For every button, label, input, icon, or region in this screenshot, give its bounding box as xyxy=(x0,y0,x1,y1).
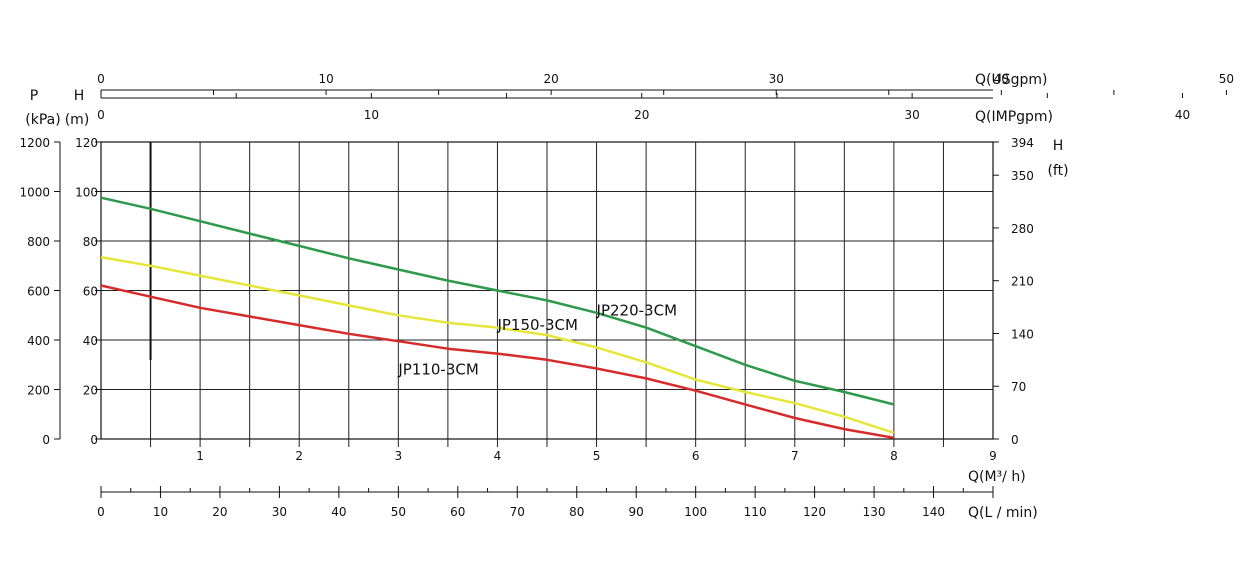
p-kpa-tick-label: 800 xyxy=(27,235,50,249)
q-usgpm-tick-label: 20 xyxy=(544,72,559,86)
q-lmin-tick-label: 40 xyxy=(331,505,346,519)
right-h-label: H xyxy=(1053,138,1064,154)
q-m3h-tick-label: 7 xyxy=(791,449,799,463)
p-kpa-tick-label: 1200 xyxy=(19,136,50,150)
p-kpa-tick-label: 400 xyxy=(27,334,50,348)
h-ft-tick-label: 0 xyxy=(1011,433,1019,447)
q-impgpm-tick-label: 10 xyxy=(364,108,379,122)
q-m3h-tick-label: 2 xyxy=(295,449,303,463)
q-impgpm-tick-label: 20 xyxy=(634,108,649,122)
axis-titles: P (kPa) H (m) H (ft) Q(USgpm) Q(IMPgpm) … xyxy=(25,72,1068,521)
labels: JP220-3CM JP150-3CM JP110-3CM xyxy=(397,301,677,378)
p-kpa-tick-label: 200 xyxy=(27,384,50,398)
h-ft-tick-label: 210 xyxy=(1011,275,1034,289)
q-lmin-tick-label: 70 xyxy=(510,505,525,519)
q-lmin-tick-label: 140 xyxy=(922,505,945,519)
q-usgpm-tick-label: 30 xyxy=(769,72,784,86)
left-h-label: H xyxy=(74,88,85,104)
h-m-tick-label: 40 xyxy=(83,334,98,348)
p-kpa-tick-label: 600 xyxy=(27,285,50,299)
series-line xyxy=(100,196,895,406)
q-m3h-tick-label: 6 xyxy=(692,449,700,463)
h-ft-tick-label: 350 xyxy=(1011,169,1034,183)
q-lmin-tick-label: 130 xyxy=(863,505,886,519)
h-m-tick-label: 100 xyxy=(75,186,98,200)
bottom-lmin-label: Q(L / min) xyxy=(968,505,1038,521)
h-ft-tick-label: 394 xyxy=(1011,136,1034,150)
h-m-tick-label: 80 xyxy=(83,235,98,249)
axes: 0204060801001200200400600800100012000701… xyxy=(19,72,1234,519)
series-label: JP220-3CM xyxy=(596,301,677,319)
p-kpa-tick-label: 1000 xyxy=(19,186,50,200)
top-usgpm-label: Q(USgpm) xyxy=(975,72,1048,88)
grid xyxy=(100,141,994,447)
q-usgpm-tick-label: 40 xyxy=(994,72,1009,86)
q-impgpm-tick-label: 40 xyxy=(1175,108,1190,122)
q-lmin-tick-label: 110 xyxy=(744,505,767,519)
h-ft-tick-label: 280 xyxy=(1011,222,1034,236)
q-impgpm-tick-label: 0 xyxy=(97,108,105,122)
q-usgpm-tick-label: 10 xyxy=(318,72,333,86)
q-lmin-tick-label: 90 xyxy=(629,505,644,519)
left-p-label: P xyxy=(30,88,38,104)
h-ft-tick-label: 140 xyxy=(1011,327,1034,341)
bottom-m3h-label: Q(M³/ h) xyxy=(968,469,1026,485)
q-lmin-tick-label: 50 xyxy=(391,505,406,519)
left-h-unit: (m) xyxy=(65,112,90,128)
p-kpa-tick-label: 0 xyxy=(42,433,50,447)
h-m-tick-label: 0 xyxy=(90,433,98,447)
series-label: JP110-3CM xyxy=(397,361,478,379)
q-lmin-tick-label: 120 xyxy=(803,505,826,519)
q-usgpm-tick-label: 50 xyxy=(1219,72,1234,86)
series-curves xyxy=(100,196,895,440)
top-impgpm-label: Q(IMPgpm) xyxy=(975,109,1053,125)
right-h-unit: (ft) xyxy=(1047,163,1068,179)
h-m-tick-label: 60 xyxy=(83,285,98,299)
q-lmin-tick-label: 80 xyxy=(569,505,584,519)
series-line xyxy=(100,255,895,434)
q-m3h-tick-label: 1 xyxy=(196,449,204,463)
q-impgpm-tick-label: 30 xyxy=(904,108,919,122)
series-line xyxy=(100,284,895,440)
q-lmin-tick-label: 0 xyxy=(97,505,105,519)
q-m3h-tick-label: 3 xyxy=(395,449,403,463)
q-lmin-tick-label: 20 xyxy=(212,505,227,519)
h-ft-tick-label: 70 xyxy=(1011,380,1026,394)
q-lmin-tick-label: 60 xyxy=(450,505,465,519)
q-m3h-tick-label: 8 xyxy=(890,449,898,463)
q-usgpm-tick-label: 0 xyxy=(97,72,105,86)
q-lmin-tick-label: 100 xyxy=(684,505,707,519)
q-m3h-tick-label: 9 xyxy=(989,449,997,463)
h-m-tick-label: 20 xyxy=(83,384,98,398)
q-m3h-tick-label: 5 xyxy=(593,449,601,463)
q-m3h-tick-label: 4 xyxy=(494,449,502,463)
q-lmin-tick-label: 30 xyxy=(272,505,287,519)
left-p-unit: (kPa) xyxy=(25,112,60,128)
series-label: JP150-3CM xyxy=(496,316,577,334)
q-lmin-tick-label: 10 xyxy=(153,505,168,519)
h-m-tick-label: 120 xyxy=(75,136,98,150)
